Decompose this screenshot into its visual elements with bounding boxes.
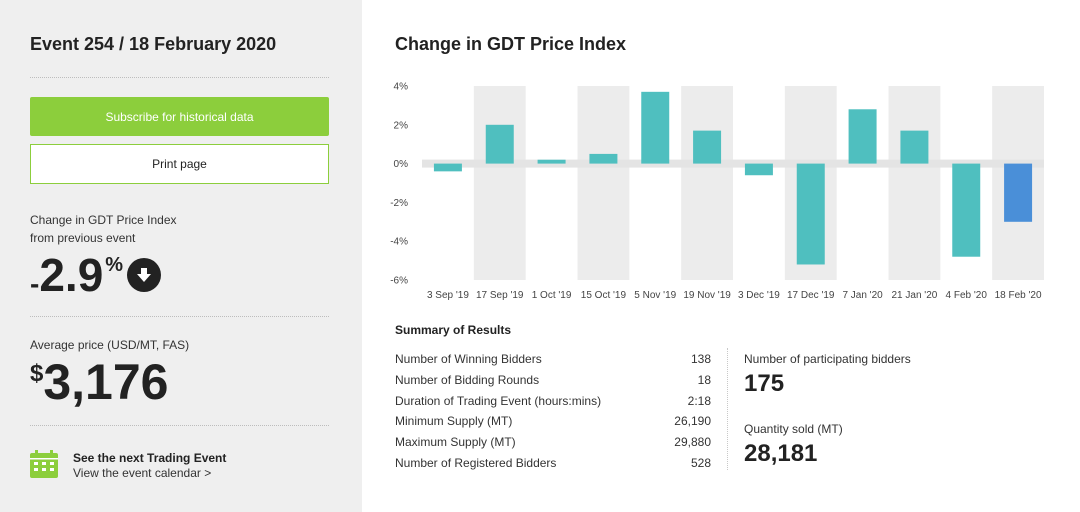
chart-title: Change in GDT Price Index bbox=[395, 34, 627, 54]
print-page-button[interactable]: Print page bbox=[30, 144, 329, 184]
summary-row-value: 29,880 bbox=[674, 435, 711, 449]
chart-bars bbox=[433, 91, 1033, 265]
y-tick-label: 2% bbox=[394, 120, 409, 131]
quantity-sold-label: Quantity sold (MT) bbox=[744, 422, 843, 436]
sidebar: Event 254 / 18 February 2020 Subscribe f… bbox=[0, 0, 362, 512]
chart-band bbox=[577, 86, 630, 280]
summary-row-label: Number of Winning Bidders bbox=[395, 352, 542, 366]
participating-bidders-label: Number of participating bidders bbox=[744, 352, 911, 366]
x-tick-label: 15 Oct '19 bbox=[581, 290, 627, 301]
summary-row-value: 26,190 bbox=[674, 414, 711, 428]
summary-row-label: Number of Registered Bidders bbox=[395, 456, 557, 470]
y-tick-label: 4% bbox=[394, 82, 409, 93]
summary-title: Summary of Results bbox=[395, 323, 512, 337]
y-tick-label: -6% bbox=[390, 276, 408, 287]
summary-row-value: 18 bbox=[697, 373, 711, 387]
chart-bar[interactable] bbox=[537, 159, 566, 164]
y-tick-label: 0% bbox=[394, 159, 409, 170]
change-label-line2: from previous event bbox=[30, 231, 136, 245]
avg-price-currency: $ bbox=[30, 360, 44, 387]
calendar-icon[interactable] bbox=[30, 450, 58, 478]
next-event-title[interactable]: See the next Trading Event bbox=[73, 451, 227, 465]
divider bbox=[30, 425, 329, 426]
x-axis-ticks: 3 Sep '19 17 Sep '19 1 Oct '19 15 Oct '19 5 … bbox=[427, 290, 1042, 301]
summary-row-value: 138 bbox=[690, 352, 711, 366]
change-unit: % bbox=[105, 254, 124, 276]
y-tick-label: -2% bbox=[390, 198, 408, 209]
chart-bar[interactable] bbox=[589, 153, 618, 164]
chart-band bbox=[473, 86, 526, 280]
x-tick-label: 17 Dec '19 bbox=[787, 290, 835, 301]
summary-row-label: Duration of Trading Event (hours:mins) bbox=[395, 394, 602, 408]
chart-bar[interactable] bbox=[952, 163, 981, 257]
participating-bidders-value: 175 bbox=[744, 370, 785, 397]
summary-row-label: Minimum Supply (MT) bbox=[395, 414, 513, 428]
summary-row-value: 2:18 bbox=[687, 394, 711, 408]
chart-bar[interactable] bbox=[641, 91, 670, 164]
chart-bar[interactable] bbox=[693, 130, 722, 164]
arrow-down-circle-icon bbox=[127, 258, 162, 292]
x-tick-label: 7 Jan '20 bbox=[842, 290, 883, 301]
change-label-line1: Change in GDT Price Index bbox=[30, 213, 177, 227]
chart-band bbox=[888, 86, 941, 280]
change-sign: - bbox=[30, 268, 40, 299]
summary-row: Maximum Supply (MT) 29,880 bbox=[395, 435, 711, 456]
summary-row: Number of Bidding Rounds 18 bbox=[395, 373, 711, 394]
summary-divider bbox=[727, 348, 728, 470]
price-index-change: - 2.9 % bbox=[30, 249, 162, 301]
divider bbox=[30, 316, 329, 317]
divider bbox=[30, 77, 329, 78]
x-tick-label: 4 Feb '20 bbox=[946, 290, 988, 301]
x-tick-label: 19 Nov '19 bbox=[683, 290, 731, 301]
subscribe-button[interactable]: Subscribe for historical data bbox=[30, 97, 329, 136]
event-calendar-link[interactable]: View the event calendar > bbox=[73, 466, 212, 480]
summary-row: Minimum Supply (MT) 26,190 bbox=[395, 414, 711, 435]
price-index-chart: 4% 2% 0% -2% -4% -6% 3 Sep '19 17 Sep '19 1 Oct… bbox=[390, 82, 1044, 301]
x-tick-label: 21 Jan '20 bbox=[891, 290, 937, 301]
chart-bar[interactable] bbox=[796, 163, 825, 265]
summary-row: Number of Registered Bidders 528 bbox=[395, 456, 711, 477]
chart-bar[interactable] bbox=[485, 124, 514, 164]
y-axis-ticks: 4% 2% 0% -2% -4% -6% bbox=[390, 82, 408, 287]
x-tick-label: 1 Oct '19 bbox=[532, 290, 572, 301]
average-price: $ 3,176 bbox=[30, 356, 168, 408]
summary-row: Duration of Trading Event (hours:mins) 2… bbox=[395, 394, 711, 415]
x-tick-label: 5 Nov '19 bbox=[634, 290, 676, 301]
zero-line bbox=[422, 159, 1044, 168]
quantity-sold-value: 28,181 bbox=[744, 440, 818, 467]
x-tick-label: 18 Feb '20 bbox=[995, 290, 1042, 301]
chart-bar[interactable] bbox=[744, 163, 773, 176]
x-tick-label: 3 Sep '19 bbox=[427, 290, 469, 301]
chart-band bbox=[681, 86, 733, 280]
summary-row: Number of Winning Bidders 138 bbox=[395, 352, 711, 373]
chart-bar[interactable] bbox=[848, 109, 877, 164]
chart-bar[interactable] bbox=[900, 130, 929, 164]
summary-row-value: 528 bbox=[690, 456, 711, 470]
summary-row-label: Number of Bidding Rounds bbox=[395, 373, 540, 387]
x-tick-label: 17 Sep '19 bbox=[476, 290, 524, 301]
summary-row-label: Maximum Supply (MT) bbox=[395, 435, 516, 449]
change-value: 2.9 bbox=[39, 249, 104, 301]
zero-band bbox=[422, 159, 1044, 168]
chart-bar[interactable] bbox=[433, 163, 462, 172]
avg-price-value: 3,176 bbox=[43, 354, 169, 410]
chart-bar[interactable] bbox=[1004, 163, 1033, 222]
avg-price-label: Average price (USD/MT, FAS) bbox=[30, 338, 190, 352]
x-tick-label: 3 Dec '19 bbox=[738, 290, 780, 301]
y-tick-label: -4% bbox=[390, 237, 408, 248]
event-title: Event 254 / 18 February 2020 bbox=[30, 34, 277, 54]
